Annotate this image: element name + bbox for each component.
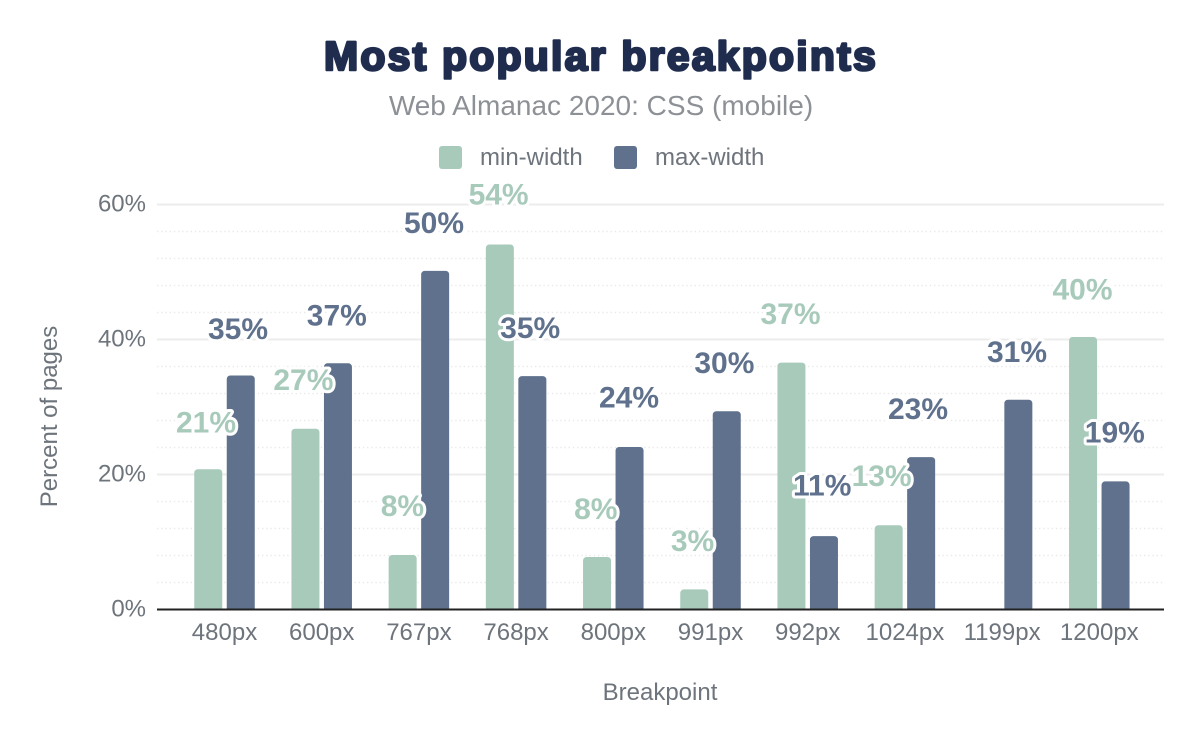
svg-text:1024px: 1024px: [866, 619, 945, 646]
svg-text:767px: 767px: [386, 619, 451, 646]
svg-text:27%: 27%: [273, 364, 333, 397]
svg-text:21%: 21%: [176, 406, 236, 439]
svg-text:max-width: max-width: [655, 144, 764, 171]
svg-text:60%: 60%: [98, 191, 146, 218]
svg-text:23%: 23%: [888, 393, 948, 426]
svg-text:37%: 37%: [307, 300, 367, 333]
svg-text:30%: 30%: [694, 347, 754, 380]
svg-text:24%: 24%: [599, 382, 659, 415]
svg-text:600px: 600px: [289, 619, 354, 646]
svg-text:50%: 50%: [404, 207, 464, 240]
svg-text:13%: 13%: [852, 460, 912, 493]
svg-text:Web Almanac 2020: CSS (mobile): Web Almanac 2020: CSS (mobile): [389, 90, 813, 121]
svg-text:Breakpoint: Breakpoint: [603, 679, 718, 706]
svg-text:40%: 40%: [1052, 274, 1112, 307]
svg-text:3%: 3%: [671, 525, 714, 558]
svg-text:35%: 35%: [500, 312, 560, 345]
svg-text:Most popular breakpoints: Most popular breakpoints: [324, 33, 878, 79]
svg-text:8%: 8%: [574, 493, 617, 526]
svg-text:1199px: 1199px: [964, 619, 1041, 646]
svg-text:11%: 11%: [793, 470, 851, 503]
svg-text:19%: 19%: [1085, 416, 1145, 449]
svg-text:1200px: 1200px: [1060, 619, 1139, 646]
svg-text:800px: 800px: [581, 619, 646, 646]
svg-text:991px: 991px: [678, 619, 743, 646]
svg-text:992px: 992px: [775, 619, 840, 646]
svg-text:37%: 37%: [760, 298, 820, 331]
svg-text:54%: 54%: [469, 179, 529, 212]
svg-text:768px: 768px: [483, 619, 548, 646]
svg-text:31%: 31%: [987, 336, 1047, 369]
svg-text:35%: 35%: [208, 313, 268, 346]
svg-text:0%: 0%: [111, 596, 146, 623]
svg-text:8%: 8%: [381, 490, 424, 523]
svg-text:480px: 480px: [192, 619, 257, 646]
svg-text:Percent of pages: Percent of pages: [36, 326, 63, 507]
svg-text:40%: 40%: [98, 326, 146, 353]
svg-text:min-width: min-width: [480, 144, 583, 171]
svg-text:20%: 20%: [98, 461, 146, 488]
